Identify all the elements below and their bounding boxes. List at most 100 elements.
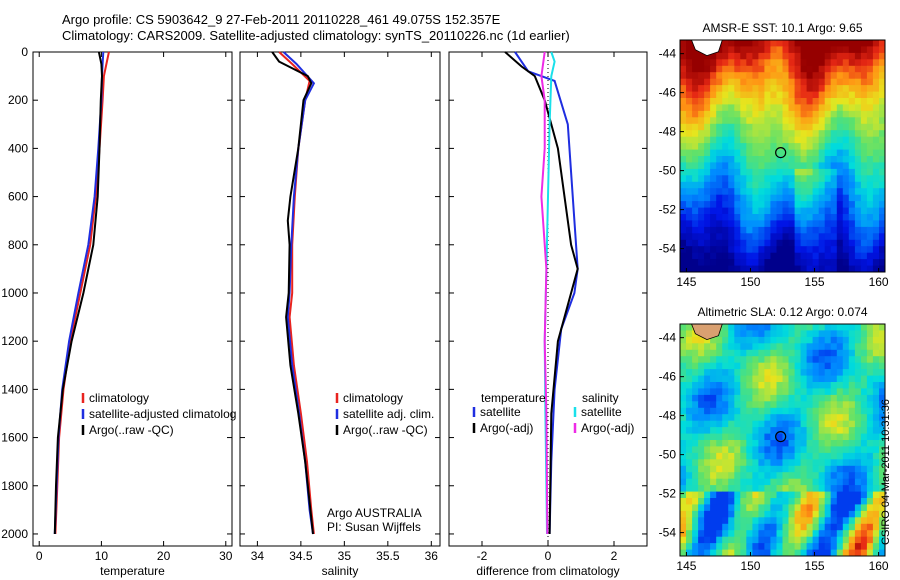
field-cell bbox=[824, 104, 832, 112]
field-cell bbox=[782, 46, 790, 54]
field-cell bbox=[854, 104, 862, 112]
field-cell bbox=[758, 40, 765, 47]
field-cell bbox=[806, 407, 814, 415]
field-cell bbox=[692, 188, 699, 196]
field-cell bbox=[866, 162, 874, 170]
field-cell bbox=[836, 259, 844, 267]
x-tick-label: 0 bbox=[36, 549, 43, 563]
field-cell bbox=[824, 414, 832, 422]
field-cell bbox=[764, 472, 771, 480]
field-cell bbox=[879, 168, 885, 176]
field-cell bbox=[872, 523, 880, 531]
field-cell bbox=[800, 149, 808, 157]
y-tick-label: 800 bbox=[8, 238, 28, 252]
field-cell bbox=[710, 207, 717, 215]
field-cell bbox=[728, 440, 735, 447]
field-cell bbox=[698, 188, 705, 196]
field-cell bbox=[740, 259, 747, 267]
field-cell bbox=[692, 336, 699, 344]
field-cell bbox=[824, 188, 832, 196]
field-cell bbox=[830, 459, 838, 467]
field-cell bbox=[686, 465, 693, 473]
field-cell bbox=[782, 136, 790, 144]
field-cell bbox=[728, 343, 735, 351]
field-cell bbox=[866, 330, 874, 338]
field-cell bbox=[836, 510, 844, 518]
field-cell bbox=[752, 52, 759, 60]
field-cell bbox=[698, 98, 705, 105]
field-cell bbox=[752, 110, 759, 118]
field-cell bbox=[716, 78, 723, 86]
field-cell bbox=[836, 265, 844, 272]
x-tick-label: 34.5 bbox=[289, 549, 313, 563]
field-cell bbox=[830, 523, 838, 531]
field-cell bbox=[686, 110, 693, 118]
field-cell bbox=[758, 452, 765, 460]
field-cell bbox=[824, 485, 832, 493]
field-cell bbox=[830, 369, 838, 377]
field-cell bbox=[800, 181, 808, 189]
profile-panel-1: 34 34.5 35 35.5 36salinityclimatologysatelli… bbox=[239, 51, 441, 578]
legend-label: satellite adj. clim. bbox=[343, 407, 434, 421]
field-cell bbox=[866, 207, 874, 215]
profile-panel-0: 0 10 20 30temperature0200400600800100012001… bbox=[1, 45, 236, 578]
field-cell bbox=[746, 465, 753, 473]
field-cell bbox=[818, 91, 826, 99]
field-cell bbox=[704, 504, 711, 512]
field-cell bbox=[686, 175, 693, 183]
field-cell bbox=[734, 452, 741, 460]
field-cell bbox=[848, 349, 856, 357]
field-cell bbox=[860, 194, 868, 202]
field-cell bbox=[770, 188, 777, 196]
field-cell bbox=[698, 72, 705, 80]
field-cell bbox=[722, 491, 729, 499]
field-cell bbox=[770, 91, 777, 99]
field-cell bbox=[782, 375, 790, 383]
field-cell bbox=[734, 504, 741, 512]
field-cell bbox=[830, 530, 838, 538]
field-cell bbox=[746, 201, 753, 209]
field-cell bbox=[812, 459, 820, 467]
field-cell bbox=[770, 65, 777, 73]
field-cell bbox=[866, 388, 874, 396]
field-cell bbox=[806, 459, 814, 467]
field-cell bbox=[830, 168, 838, 176]
field-cell bbox=[734, 362, 741, 370]
field-cell bbox=[770, 40, 777, 47]
field-cell bbox=[776, 117, 784, 125]
y-tick-label: -46 bbox=[659, 370, 677, 384]
field-cell bbox=[692, 123, 699, 131]
field-cell bbox=[680, 510, 687, 518]
field-cell bbox=[746, 194, 753, 202]
field-cell bbox=[848, 394, 856, 402]
field-cell bbox=[728, 401, 735, 409]
field-cell bbox=[879, 265, 885, 272]
field-cell bbox=[698, 446, 705, 454]
field-cell bbox=[818, 98, 826, 105]
field-cell bbox=[764, 446, 771, 454]
field-cell bbox=[848, 265, 856, 272]
field-cell bbox=[740, 427, 747, 435]
field-cell bbox=[698, 485, 705, 493]
field-cell bbox=[740, 362, 747, 370]
field-cell bbox=[722, 194, 729, 202]
field-cell bbox=[794, 498, 802, 505]
field-cell bbox=[764, 265, 771, 272]
field-cell bbox=[758, 343, 765, 351]
field-cell bbox=[698, 104, 705, 112]
field-cell bbox=[752, 356, 759, 364]
field-cell bbox=[866, 46, 874, 54]
field-cell bbox=[872, 233, 880, 241]
field-cell bbox=[770, 259, 777, 267]
field-cell bbox=[854, 414, 862, 422]
field-cell bbox=[782, 40, 790, 47]
field-cell bbox=[800, 407, 808, 415]
field-cell bbox=[824, 343, 832, 351]
field-cell bbox=[788, 117, 796, 125]
field-cell bbox=[794, 46, 802, 54]
field-cell bbox=[812, 498, 820, 505]
field-cell bbox=[866, 504, 874, 512]
field-cell bbox=[854, 46, 862, 54]
field-cell bbox=[800, 472, 808, 480]
field-cell bbox=[686, 478, 693, 486]
